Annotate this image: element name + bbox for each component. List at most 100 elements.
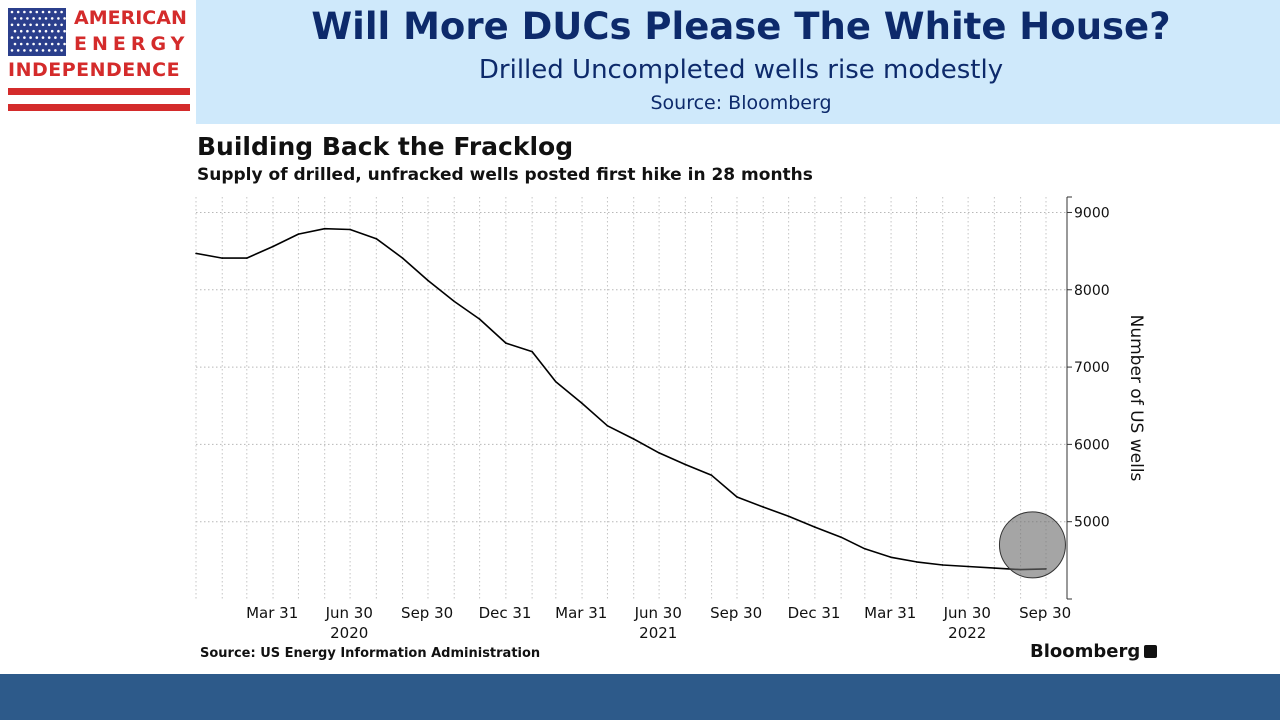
logo-line-3: INDEPENDENCE: [8, 59, 181, 81]
flag-star: [41, 10, 45, 14]
annotation-layer: [998, 511, 1066, 579]
y-tick-label: 5000: [1074, 515, 1110, 531]
flag-star: [26, 29, 29, 33]
x-year-label: 2020: [330, 624, 368, 642]
flag-star: [41, 23, 45, 27]
flag-star: [35, 10, 39, 14]
data-point: [427, 279, 429, 282]
x-tick-label: Mar 31: [864, 604, 916, 622]
x-tick-label: Dec 31: [788, 604, 841, 622]
flag-star: [41, 36, 45, 39]
data-point: [762, 506, 765, 508]
flag-star: [10, 23, 14, 27]
x-tick-label: Jun 30: [634, 604, 682, 622]
y-tick-label: 8000: [1074, 283, 1110, 299]
data-point: [581, 402, 583, 405]
flag-star: [23, 49, 26, 52]
data-point: [221, 257, 224, 259]
flag-star: [13, 17, 17, 20]
flag-star: [63, 17, 66, 20]
logo-line-1: AMERICAN: [74, 7, 187, 29]
y-tick-label: 6000: [1074, 437, 1110, 453]
data-point: [915, 561, 918, 563]
data-point: [323, 227, 326, 230]
logo-stripe: [8, 104, 190, 111]
x-tick-label: Mar 31: [555, 604, 607, 622]
flag-star: [23, 36, 26, 39]
flag-star: [10, 10, 14, 14]
flag-star: [38, 29, 42, 33]
slide-source: Source: Bloomberg: [650, 92, 832, 114]
data-point: [505, 342, 507, 344]
highlight-circle: [998, 511, 1066, 579]
flag-star: [47, 10, 51, 14]
flag-star: [26, 17, 29, 20]
flag-star: [29, 23, 32, 27]
flag-star: [60, 36, 63, 39]
data-point: [531, 350, 533, 353]
y-axis-label: Number of US wells: [1126, 315, 1146, 482]
flag-star: [19, 17, 23, 20]
flag-star: [10, 36, 14, 39]
bloomberg-icon: [1144, 645, 1158, 658]
flag-star: [60, 10, 63, 14]
data-point: [736, 496, 738, 498]
flag-star: [38, 42, 42, 46]
flag-star: [29, 10, 32, 14]
data-point: [684, 463, 687, 466]
flag-star: [63, 42, 66, 46]
grid: [195, 197, 1067, 599]
flag-star: [54, 49, 57, 52]
data-point: [864, 547, 866, 550]
flag-star: [50, 29, 54, 33]
data-point: [658, 452, 660, 454]
flag-star: [16, 23, 20, 27]
flag-star: [13, 42, 17, 46]
flag-star: [19, 29, 23, 33]
flag-star: [50, 42, 54, 46]
flag-star: [16, 36, 20, 39]
bloomberg-brand: Bloomberg: [1030, 641, 1158, 662]
flag-star: [47, 49, 51, 52]
data-point: [632, 438, 635, 440]
data-point: [195, 252, 197, 255]
chart-subtitle: Supply of drilled, unfracked wells poste…: [197, 165, 813, 185]
data-point: [555, 380, 557, 383]
data-point: [993, 567, 996, 569]
flag-star: [23, 23, 26, 27]
flag-star: [32, 42, 35, 46]
y-tick-label: 9000: [1074, 205, 1110, 221]
flag-star: [54, 36, 57, 39]
flag-star: [57, 17, 60, 20]
data-point: [840, 536, 842, 538]
x-tick-label: Sep 30: [710, 604, 762, 622]
flag-star: [19, 42, 23, 46]
series-layer: [195, 227, 1047, 571]
x-tick-label: Sep 30: [401, 604, 453, 622]
flag-star: [32, 17, 35, 20]
y-tick-label: 7000: [1074, 360, 1110, 376]
data-point: [349, 228, 351, 231]
flag-star: [44, 17, 48, 20]
flag-star: [47, 23, 51, 27]
flag-star: [13, 29, 17, 33]
x-tick-label: Jun 30: [325, 604, 373, 622]
series-line: [195, 227, 1047, 571]
flag-star: [47, 36, 51, 39]
line-chart: 5000 6000 7000 8000 9000 Mar 31 Jun 30 2020 Sep…: [195, 196, 1146, 642]
flag-star: [32, 29, 35, 33]
flag-star: [57, 42, 60, 46]
brand-logo: AMERICAN ENERGY INDEPENDENCE: [0, 0, 196, 124]
flag-star: [35, 49, 39, 52]
flag-star: [63, 29, 66, 33]
brand-label: Bloomberg: [1030, 641, 1141, 662]
flag-star: [35, 36, 39, 39]
flag-star: [10, 49, 14, 52]
data-point: [606, 425, 609, 427]
us-flag-icon: [8, 8, 66, 56]
flag-star: [60, 49, 63, 52]
data-point: [890, 556, 892, 559]
data-point: [967, 565, 969, 568]
flag-star: [41, 49, 45, 52]
chart-title: Building Back the Fracklog: [197, 132, 574, 161]
